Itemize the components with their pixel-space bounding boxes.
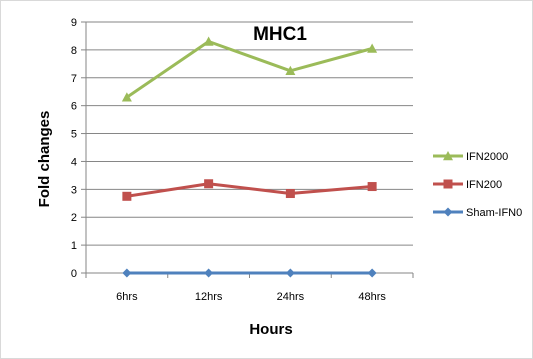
y-tick-labels: 0 1 2 3 4 5 6 7 8 9	[71, 17, 77, 280]
data-point-ifn2000	[203, 36, 214, 46]
y-tick-label: 4	[71, 156, 77, 168]
data-point-ifn200	[122, 191, 132, 201]
x-tick-label: 12hrs	[195, 291, 223, 303]
y-tick-label: 8	[71, 45, 77, 57]
y-tick-label: 5	[71, 129, 77, 141]
y-tick-label: 0	[71, 268, 77, 280]
x-tick-label: 6hrs	[116, 291, 138, 303]
data-point-sham-ifn0	[122, 268, 132, 278]
y-tick-label: 7	[71, 73, 77, 85]
data-point-sham-ifn0	[204, 268, 214, 278]
y-tick-label: 3	[71, 184, 77, 196]
legend-label: Sham-IFN0	[466, 207, 522, 219]
y-tick-label: 2	[71, 212, 77, 224]
data-point-sham-ifn0	[367, 268, 377, 278]
y-tick-label: 6	[71, 101, 77, 113]
data-point-ifn200	[367, 182, 377, 192]
series-lines	[121, 36, 378, 278]
x-tick-label: 24hrs	[277, 291, 305, 303]
x-axis-title: Hours	[249, 321, 292, 338]
axes	[81, 21, 414, 278]
data-point-ifn200	[285, 189, 295, 199]
legend-marker	[443, 207, 453, 217]
data-point-ifn200	[204, 179, 214, 189]
legend-label: IFN2000	[466, 151, 508, 163]
legend-marker	[443, 151, 453, 161]
series-line-ifn200	[126, 182, 373, 198]
data-point-ifn2000	[121, 92, 132, 102]
x-tick-label: 48hrs	[358, 291, 386, 303]
y-tick-label: 1	[71, 240, 77, 252]
legend: IFN2000 IFN200 Sham-IFN0	[433, 151, 522, 219]
series-line-ifn2000	[126, 40, 373, 99]
data-point-ifn2000	[285, 65, 296, 76]
grid-lines	[86, 21, 413, 246]
y-axis-title: Fold changes	[36, 111, 53, 208]
data-point-ifn2000	[367, 43, 378, 53]
chart-title: MHC1	[253, 24, 307, 45]
data-point-sham-ifn0	[285, 268, 295, 278]
y-tick-label: 9	[71, 17, 77, 29]
legend-marker	[443, 179, 453, 189]
legend-label: IFN200	[466, 179, 502, 191]
x-tick-labels: 6hrs 12hrs 24hrs 48hrs	[116, 291, 386, 303]
